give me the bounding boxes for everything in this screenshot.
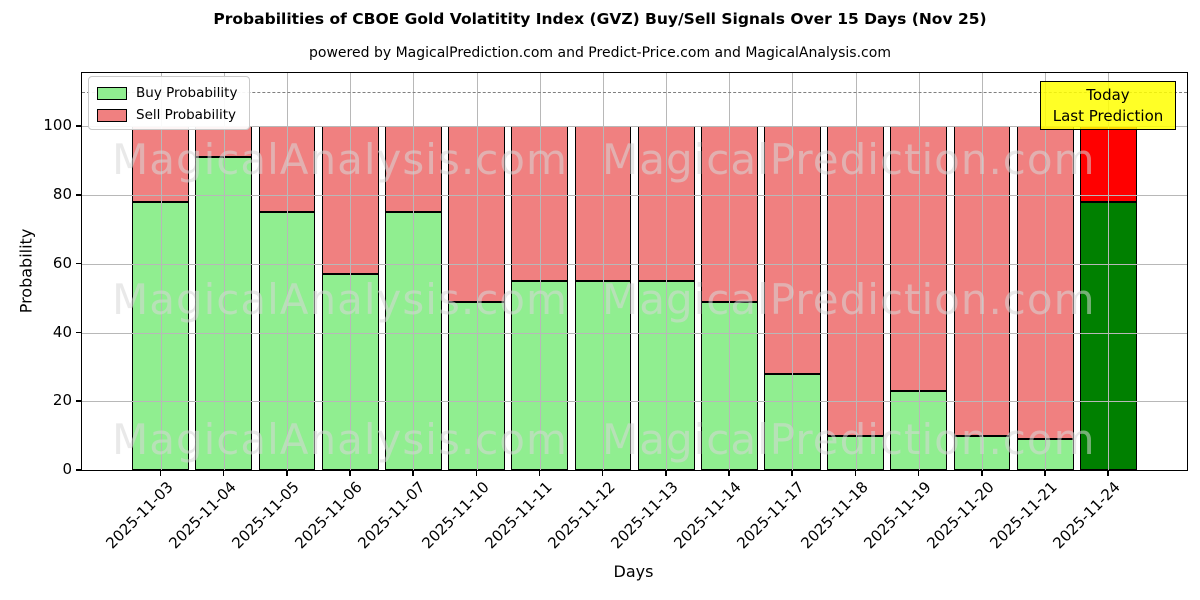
x-tick-label: 2025-11-19 — [860, 478, 935, 553]
y-tick-mark — [76, 125, 81, 127]
bar-segment-buy — [448, 301, 505, 470]
x-tick-mark — [412, 470, 414, 476]
x-tick-mark — [728, 470, 730, 476]
v-gridline — [160, 73, 162, 470]
y-tick-label: 0 — [62, 460, 72, 478]
x-tick-label: 2025-11-20 — [923, 478, 998, 553]
v-gridline — [855, 73, 857, 470]
x-tick-mark — [1107, 470, 1109, 476]
x-tick-label: 2025-11-03 — [102, 478, 177, 553]
x-tick-label: 2025-11-04 — [165, 478, 240, 553]
x-tick-mark — [538, 470, 541, 476]
v-gridline — [413, 73, 415, 470]
v-gridline — [287, 73, 288, 470]
plot-area: MagicalAnalysis.com MagicalPrediction.co… — [81, 72, 1188, 471]
y-tick-mark — [76, 331, 81, 333]
y-tick-mark — [76, 400, 81, 402]
x-tick-label: 2025-11-14 — [670, 478, 746, 553]
watermark-analysis: MagicalAnalysis.com — [112, 415, 568, 464]
y-tick-label: 60 — [52, 253, 72, 272]
v-gridline — [982, 73, 983, 470]
x-tick-mark — [854, 470, 857, 476]
x-tick-mark — [1044, 470, 1046, 476]
y-tick-label: 100 — [43, 116, 72, 135]
v-gridline — [223, 73, 225, 470]
annotation-line-2: Last Prediction — [1052, 106, 1164, 125]
legend: Buy Probability Sell Probability — [88, 76, 250, 130]
x-tick-mark — [349, 470, 351, 476]
y-tick-label: 40 — [52, 322, 72, 341]
bar-segment-sell — [132, 126, 190, 202]
bar-segment-buy — [1016, 439, 1074, 470]
bar-segment-buy — [132, 201, 190, 470]
y-tick-label: 80 — [52, 185, 72, 203]
bar-segment-sell — [384, 126, 442, 213]
y-tick-label: 20 — [52, 391, 72, 410]
x-tick-label: 2025-11-05 — [228, 478, 303, 553]
x-tick-mark — [665, 470, 667, 476]
x-tick-label: 2025-11-21 — [986, 478, 1061, 553]
h-gridline — [82, 195, 1187, 196]
y-tick-mark — [76, 194, 81, 196]
chart-title: Probabilities of CBOE Gold Volatitity In… — [213, 10, 987, 28]
x-tick-label: 2025-11-06 — [291, 478, 366, 553]
v-gridline — [918, 73, 920, 470]
x-tick-mark — [791, 470, 793, 476]
x-tick-label: 2025-11-17 — [733, 478, 809, 553]
sell-swatch-icon — [97, 108, 127, 122]
v-gridline — [792, 73, 794, 470]
x-axis-label: Days — [613, 562, 654, 581]
x-tick-label: 2025-11-11 — [481, 478, 556, 553]
x-tick-mark — [601, 470, 604, 476]
x-tick-label: 2025-11-18 — [796, 478, 872, 553]
x-tick-label: 2025-11-07 — [354, 478, 430, 553]
watermark-prediction: MagicalPrediction.com — [602, 415, 1096, 464]
x-tick-mark — [159, 470, 162, 476]
h-gridline — [82, 263, 1187, 265]
v-gridline — [1045, 73, 1047, 470]
watermark-prediction: MagicalPrediction.com — [602, 275, 1096, 324]
buy-swatch-icon — [97, 86, 127, 100]
x-tick-label: 2025-11-10 — [417, 478, 493, 553]
annotation-line-1: Today — [1086, 85, 1130, 104]
y-tick-mark — [76, 262, 81, 265]
v-gridline — [539, 73, 541, 470]
watermark-analysis: MagicalAnalysis.com — [112, 275, 568, 324]
x-tick-mark — [981, 470, 983, 476]
legend-item-sell: Sell Probability — [97, 104, 249, 126]
x-tick-mark — [222, 470, 225, 476]
bar-segment-sell — [448, 126, 505, 302]
h-gridline — [82, 332, 1187, 334]
x-tick-label: 2025-11-24 — [1049, 478, 1125, 553]
watermark-prediction: MagicalPrediction.com — [602, 135, 1096, 184]
legend-item-buy: Buy Probability — [97, 82, 249, 104]
v-gridline — [1108, 73, 1110, 470]
v-gridline — [666, 73, 668, 470]
y-tick-mark — [76, 469, 81, 471]
bar-segment-buy — [384, 212, 442, 470]
today-annotation: Today Last Prediction — [1040, 81, 1176, 130]
h-gridline — [82, 401, 1187, 403]
v-gridline — [476, 73, 478, 470]
x-tick-mark — [475, 470, 478, 476]
h-gridline — [82, 126, 1187, 128]
v-gridline — [602, 73, 604, 470]
threshold-dashed-line — [82, 91, 1187, 93]
x-tick-mark — [286, 470, 288, 476]
legend-label-sell: Sell Probability — [136, 107, 237, 123]
legend-label-buy: Buy Probability — [136, 85, 238, 101]
x-tick-mark — [917, 470, 920, 476]
v-gridline — [350, 73, 352, 470]
watermark-analysis: MagicalAnalysis.com — [112, 135, 568, 184]
v-gridline — [729, 73, 731, 470]
bar-segment-buy — [700, 301, 758, 470]
bar-segment-sell — [700, 126, 758, 302]
x-tick-label: 2025-11-13 — [607, 478, 682, 553]
bar-segment-sell — [1016, 126, 1074, 440]
x-tick-label: 2025-11-12 — [544, 478, 619, 553]
chart-subtitle: powered by MagicalPrediction.com and Pre… — [309, 45, 891, 61]
